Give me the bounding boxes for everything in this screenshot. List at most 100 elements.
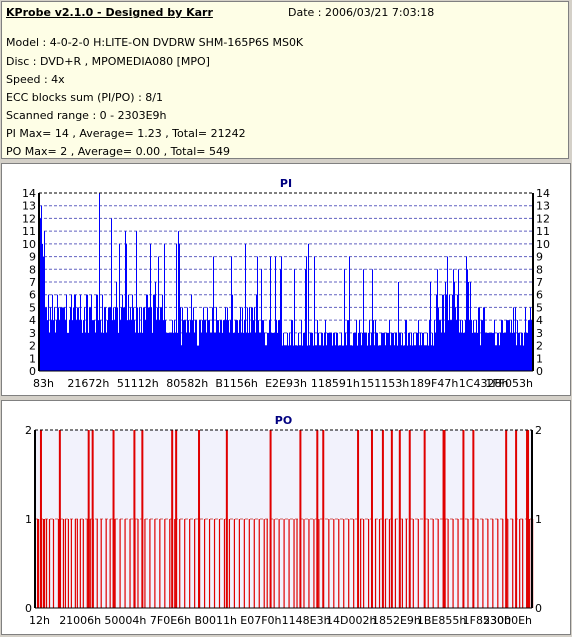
pi-bar [263, 320, 264, 371]
pi-bar [451, 320, 452, 371]
po-bar [360, 519, 362, 608]
x-tick-label: 1BE855h [417, 614, 466, 627]
pi-bar [281, 256, 282, 371]
pi-bar [203, 307, 204, 371]
pi-bar [492, 332, 493, 371]
y-tick-label-left: 4 [29, 314, 36, 327]
pi-bar [430, 282, 431, 371]
pi-bar [136, 231, 137, 371]
pi-bar [250, 332, 251, 371]
pi-bar [156, 320, 157, 371]
pi-bar [100, 320, 101, 371]
pi-bar [213, 256, 214, 371]
po-bar [384, 519, 387, 608]
info-ecc: ECC blocks sum (PI/PO) : 8/1 [6, 91, 163, 104]
po-bar [64, 519, 67, 608]
pi-bar [245, 243, 246, 371]
pi-bar [363, 269, 364, 371]
pi-bar [173, 332, 174, 371]
pi-bar [234, 332, 235, 371]
po-bar [338, 519, 340, 608]
pi-bar [352, 345, 353, 371]
po-bar [303, 519, 305, 608]
pi-bar [366, 332, 367, 371]
po-bar-peak [58, 430, 61, 608]
pi-bar [372, 269, 373, 371]
po-bar [119, 519, 121, 608]
po-bar [348, 519, 350, 608]
po-bar [253, 519, 255, 608]
pi-bar [214, 332, 215, 371]
po-bar-peak [91, 430, 94, 608]
po-bar [248, 519, 250, 608]
y-tick-label-right: 11 [536, 225, 550, 238]
x-tick-label: 14D002h [326, 614, 376, 627]
pi-bar [167, 332, 168, 371]
pi-bar [377, 332, 378, 371]
pi-bar [393, 332, 394, 371]
pi-bar [483, 307, 484, 371]
po-bar [328, 519, 330, 608]
pi-bar [228, 320, 229, 371]
pi-bar [77, 307, 78, 371]
po-bar [48, 519, 51, 608]
pi-bar [508, 320, 509, 371]
po-bar [154, 519, 156, 608]
pi-bar [260, 332, 261, 371]
pi-bar [188, 320, 189, 371]
pi-bar [311, 332, 312, 371]
pi-bar [219, 332, 220, 371]
pi-bar [67, 332, 68, 371]
pi-bar [368, 332, 369, 371]
po-bar [343, 519, 345, 608]
y-tick-label-right: 9 [536, 251, 543, 264]
pi-bar [172, 320, 173, 371]
po-bar [296, 519, 298, 608]
pi-bar [307, 345, 308, 371]
pi-bar [384, 332, 385, 371]
pi-bar [490, 332, 491, 371]
pi-bar [301, 320, 302, 371]
po-bar [208, 519, 211, 608]
pi-bar [522, 332, 523, 371]
pi-bar [96, 294, 97, 371]
pi-bar [54, 307, 55, 371]
pi-bar [303, 332, 304, 371]
po-bar [318, 519, 320, 608]
pi-bar [98, 320, 99, 371]
pi-bar [358, 332, 359, 371]
pi-bar [280, 269, 281, 371]
pi-bar [293, 345, 294, 371]
info-pi-stats: PI Max= 14 , Average= 1.23 , Total= 2124… [6, 127, 246, 140]
pi-bar [185, 320, 186, 371]
pi-bar [518, 332, 519, 371]
pi-bar [445, 282, 446, 371]
y-tick-label-right: 0 [535, 602, 542, 615]
po-chart: PO 0 0 1 1 2 2 12h 21006h 50004h 7F0E6h B0011h E07F0… [25, 414, 542, 627]
pi-bar [92, 320, 93, 371]
pi-bar [465, 320, 466, 371]
pi-bar [233, 332, 234, 371]
pi-bar [348, 320, 349, 371]
pi-bar [195, 320, 196, 371]
pi-bar [87, 294, 88, 371]
pi-bar [105, 307, 106, 371]
pi-bar [192, 320, 193, 371]
pi-bar [257, 256, 258, 371]
pi-bar [380, 345, 381, 371]
pi-bar [484, 307, 485, 371]
pi-bar [351, 345, 352, 371]
po-bar-peak [526, 430, 530, 608]
pi-bar [51, 320, 52, 371]
pi-bar [294, 269, 295, 371]
pi-bar [370, 345, 371, 371]
pi-bar [118, 332, 119, 371]
pi-bar [486, 332, 487, 371]
info-disc: Disc : DVD+R , MPOMEDIA080 [MPO] [6, 55, 210, 68]
pi-bar [459, 332, 460, 371]
po-bar [378, 519, 381, 608]
pi-bar [476, 320, 477, 371]
po-bar [100, 519, 102, 608]
pi-bar [461, 332, 462, 371]
pi-bar [107, 320, 108, 371]
